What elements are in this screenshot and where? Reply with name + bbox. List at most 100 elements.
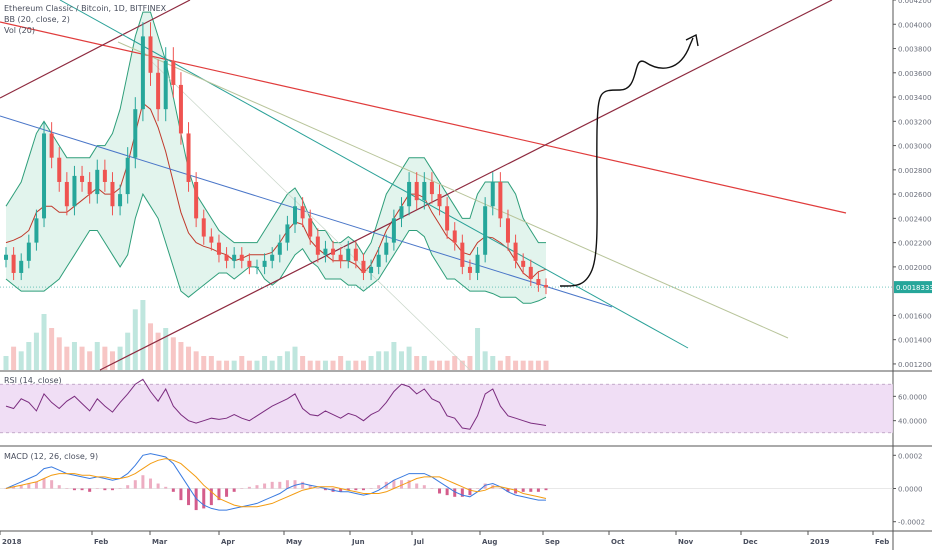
candle-body (369, 266, 374, 273)
volume-bar (437, 360, 443, 370)
x-tick-label: 2018 (2, 538, 22, 546)
volume-bar (284, 351, 290, 370)
macd-histogram-bar (156, 483, 160, 489)
volume-bar (155, 332, 161, 370)
candle-body (285, 224, 290, 243)
volume-bar (490, 356, 496, 370)
volume-bar (117, 346, 123, 370)
macd-histogram-bar (133, 480, 137, 489)
macd-histogram-bar (278, 481, 282, 489)
volume-bar (109, 351, 115, 370)
macd-histogram-bar (12, 486, 16, 489)
candle-body (384, 242, 389, 255)
macd-histogram-bar (225, 488, 229, 497)
macd-histogram-bar (27, 483, 31, 489)
volume-bar (140, 300, 146, 370)
candle-body (361, 260, 366, 273)
hand-drawn-projection (559, 33, 699, 287)
macd-histogram-bar (50, 480, 54, 489)
macd-histogram-bar (506, 488, 510, 492)
rsi-legend: RSI (14, close) (4, 376, 62, 385)
candle-body (422, 181, 427, 201)
volume-bar (262, 356, 268, 370)
candle-body (171, 60, 176, 85)
candle-body (140, 36, 145, 110)
x-tick-label: Jul (413, 538, 424, 546)
volume-bar (132, 309, 138, 370)
macd-histogram-bar (255, 485, 259, 489)
candle-body (414, 181, 419, 201)
macd-histogram-bar (377, 485, 381, 489)
macd-histogram-bar (217, 488, 221, 501)
macd-histogram-bar (301, 481, 305, 489)
candle-body (315, 236, 320, 255)
candle-body (34, 218, 39, 243)
macd-histogram-bar (202, 488, 206, 509)
macd-histogram-bar (42, 478, 46, 489)
candle-body (407, 181, 412, 207)
volume-bar (178, 342, 184, 370)
trendline-purple-upper (0, 0, 191, 99)
candle-body (19, 260, 24, 273)
macd-histogram-bar (179, 488, 183, 501)
volume-bar (322, 360, 328, 370)
candle-body (209, 236, 214, 243)
candle-body (429, 181, 434, 195)
volume-bar (125, 332, 131, 370)
candle-body (216, 242, 221, 255)
volume-bar (520, 360, 526, 370)
macd-histogram-bar (164, 486, 168, 489)
macd-histogram-bar (483, 483, 487, 489)
volume-bar (497, 360, 503, 370)
macd-histogram-bar (407, 480, 411, 489)
x-tick-label: Aug (482, 538, 497, 546)
macd-histogram-bar (354, 488, 358, 491)
candle-body (338, 254, 343, 261)
candle-body (505, 218, 510, 243)
x-tick-label: Oct (611, 538, 625, 546)
macd-histogram-bar (88, 488, 92, 492)
macd-histogram-bar (149, 478, 153, 489)
macd-histogram-bar (126, 485, 130, 489)
candle-body (513, 242, 518, 261)
volume-bar (49, 328, 55, 370)
macd-histogram-bar (110, 488, 114, 491)
volume-bar (543, 360, 549, 370)
x-tick-label: Dec (743, 538, 758, 546)
volume-bar (513, 360, 519, 370)
candle-body (536, 279, 541, 286)
volume-bar (216, 360, 222, 370)
volume-bar (429, 360, 435, 370)
volume-bar (87, 351, 93, 370)
rsi-line (5, 378, 547, 430)
candle-body (102, 169, 107, 182)
volume-bar (94, 342, 100, 370)
volume-bar (170, 337, 176, 370)
macd-histogram-bar (103, 488, 107, 491)
bb-lower-line (5, 192, 547, 304)
macd-histogram-bar (263, 483, 267, 489)
candle-body (80, 175, 85, 182)
volume-bar (383, 351, 389, 370)
volume-bar (79, 346, 85, 370)
volume-bar (467, 356, 473, 370)
volume-bar (482, 351, 488, 370)
vol-legend: Vol (20) (4, 26, 35, 35)
x-tick-label: Feb (875, 538, 889, 546)
macd-histogram-bar (194, 488, 198, 511)
candle-body (308, 218, 313, 237)
macd-histogram-bar (285, 480, 289, 489)
candle-body (270, 254, 275, 261)
macd-histogram-bar (247, 486, 251, 489)
candle-body (475, 254, 480, 273)
x-tick-label: Apr (221, 538, 235, 546)
macd-histogram-bar (361, 488, 365, 491)
x-tick-label: 2019 (810, 538, 830, 546)
volume-bar (338, 356, 344, 370)
